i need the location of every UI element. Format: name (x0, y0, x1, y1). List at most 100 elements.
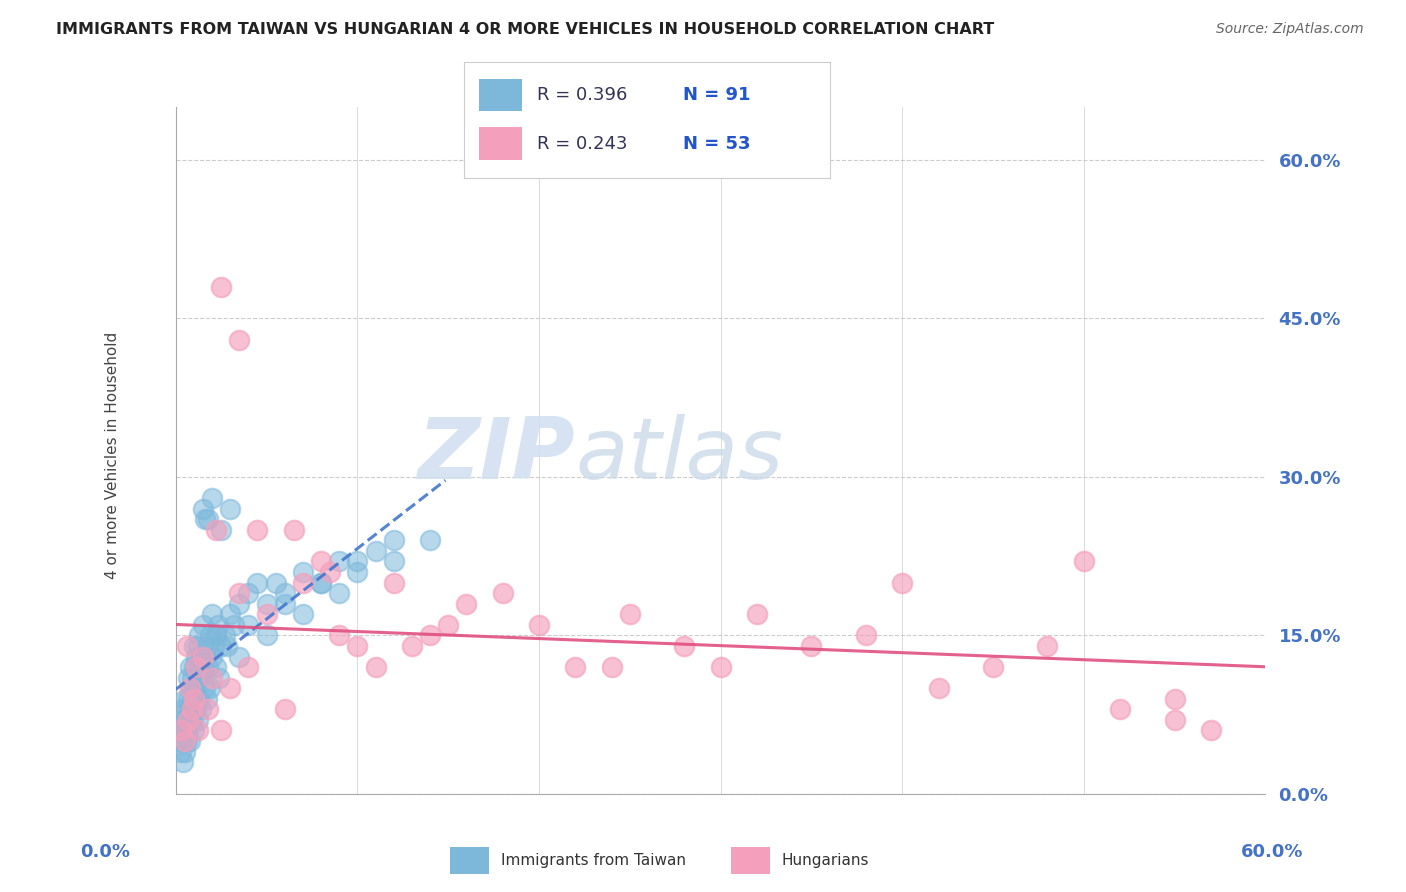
Point (170, 745, 193, 759)
Point (209, 279, 232, 293)
Point (172, 755, 194, 769)
Point (184, 649, 207, 664)
Text: N = 53: N = 53 (683, 135, 751, 153)
Point (309, 575, 332, 590)
Point (309, 575, 332, 590)
Point (219, 607, 242, 622)
Point (238, 660, 260, 674)
Point (200, 681, 222, 696)
Point (437, 617, 460, 632)
Point (183, 681, 205, 696)
Point (186, 713, 209, 727)
Point (194, 512, 217, 526)
Point (228, 649, 250, 664)
Point (204, 660, 226, 674)
Text: 4 or more Vehicles in Household: 4 or more Vehicles in Household (104, 332, 120, 580)
Bar (731, 847, 770, 874)
Point (194, 681, 217, 696)
Point (201, 491, 224, 505)
Point (1036, 639, 1059, 653)
Point (181, 691, 204, 706)
Point (179, 734, 201, 748)
Text: IMMIGRANTS FROM TAIWAN VS HUNGARIAN 4 OR MORE VEHICLES IN HOUSEHOLD CORRELATION : IMMIGRANTS FROM TAIWAN VS HUNGARIAN 4 OR… (56, 22, 994, 37)
Point (191, 649, 214, 664)
Point (188, 660, 211, 674)
Point (891, 575, 914, 590)
Point (190, 702, 212, 716)
Point (170, 723, 193, 738)
Point (1163, 713, 1185, 727)
Point (169, 734, 191, 748)
Point (186, 639, 209, 653)
Point (256, 607, 278, 622)
Point (1073, 554, 1095, 568)
Point (204, 523, 226, 537)
Point (456, 597, 478, 611)
Point (219, 501, 242, 516)
Point (256, 628, 278, 642)
Point (181, 671, 204, 685)
Point (401, 639, 423, 653)
Point (364, 660, 387, 674)
Point (179, 681, 201, 696)
Point (328, 586, 350, 600)
Point (188, 628, 211, 642)
Point (176, 734, 198, 748)
Point (177, 723, 200, 738)
Point (195, 639, 218, 653)
Text: R = 0.243: R = 0.243 (537, 135, 627, 153)
Point (204, 628, 226, 642)
Point (186, 671, 209, 685)
Point (214, 628, 236, 642)
Point (181, 713, 204, 727)
Point (492, 586, 515, 600)
Point (274, 586, 297, 600)
Point (177, 691, 200, 706)
Point (197, 660, 219, 674)
Point (195, 691, 218, 706)
Point (419, 533, 441, 548)
Point (204, 628, 226, 642)
Point (238, 617, 260, 632)
Point (191, 660, 214, 674)
Text: R = 0.396: R = 0.396 (537, 86, 627, 103)
Text: N = 91: N = 91 (683, 86, 751, 103)
Point (176, 702, 198, 716)
Point (219, 681, 242, 696)
Point (228, 586, 250, 600)
Point (173, 734, 195, 748)
Point (197, 512, 219, 526)
Point (202, 639, 225, 653)
Point (291, 565, 314, 579)
Point (364, 544, 387, 558)
Point (191, 501, 214, 516)
Point (184, 702, 207, 716)
Point (208, 671, 231, 685)
Point (177, 713, 200, 727)
Point (319, 565, 342, 579)
Point (328, 554, 350, 568)
Point (800, 639, 823, 653)
Point (246, 575, 269, 590)
Point (346, 554, 368, 568)
Point (183, 639, 205, 653)
Point (201, 607, 224, 622)
Point (228, 597, 250, 611)
Point (179, 660, 201, 674)
Point (176, 723, 198, 738)
Point (173, 691, 195, 706)
Point (188, 691, 211, 706)
Point (190, 671, 212, 685)
Point (183, 723, 205, 738)
Point (222, 617, 245, 632)
Text: Immigrants from Taiwan: Immigrants from Taiwan (501, 854, 686, 868)
Point (256, 597, 278, 611)
Bar (478, 78, 523, 112)
Point (346, 639, 368, 653)
Point (291, 607, 314, 622)
Point (209, 723, 232, 738)
Point (186, 723, 209, 738)
Text: atlas: atlas (575, 414, 783, 497)
Point (328, 628, 350, 642)
Point (172, 702, 194, 716)
